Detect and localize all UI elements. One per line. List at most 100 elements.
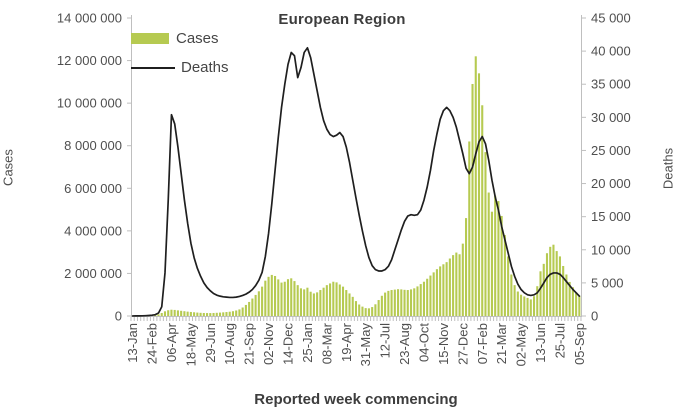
case-bar [335,282,338,316]
case-bar [439,266,442,316]
deaths-line [131,46,581,317]
case-bar [413,288,416,316]
case-bar [364,308,367,316]
case-bar [254,294,257,316]
case-bar [225,312,228,316]
case-bar [238,309,241,316]
case-bar [358,304,361,316]
case-bar [251,298,254,316]
case-bar [536,286,539,316]
case-bar [487,192,490,316]
legend-label-deaths: Deaths [181,59,229,76]
case-bar [163,311,167,316]
case-bar [303,289,306,316]
case-bar [384,292,387,316]
case-bar [552,244,555,316]
x-tick-label: 02-Nov [261,323,276,365]
legend: Cases Deaths [131,24,229,82]
case-bar [387,290,390,316]
case-bar [157,314,160,316]
case-bar [529,299,532,316]
case-bar [477,73,481,316]
x-tick-label: 24-Feb [145,323,160,364]
case-bar [338,284,341,316]
case-bar [526,297,529,316]
case-bar [400,289,403,316]
x-tick-label: 15-Nov [436,323,451,365]
y-right-tick-label: 45 000 [591,11,631,26]
case-bar [306,287,309,316]
case-bar [474,56,477,317]
x-axis-labels: 13-Jan 24-Feb 06-Apr 18-May 29-Jun 10-Aug 21-S… [125,322,587,366]
case-bar [403,289,406,316]
x-tick-label: 02-May [514,323,529,367]
case-bar [448,258,451,316]
case-bar [409,289,413,316]
case-bar [167,310,170,316]
case-bar [183,311,186,316]
case-bar [558,256,561,316]
y-left-tick-label: 8 000 000 [64,138,122,153]
deaths-line-swatch-icon [131,66,175,69]
case-bar [202,312,205,316]
case-bar [562,265,565,316]
case-bar [244,304,247,316]
case-bar [215,312,218,316]
x-tick-label: 08-Mar [319,322,334,364]
case-bar [513,285,516,316]
y-right-tick-label: 20 000 [591,176,631,191]
x-tick-label: 04-Oct [416,323,431,362]
case-bar [575,292,578,316]
case-bar [571,287,574,316]
x-tick-label: 18-May [183,323,198,367]
y-right-tick-label: 15 000 [591,209,631,224]
x-tick-label: 21-Sep [242,323,257,365]
y-right-tick-label: 30 000 [591,110,631,125]
case-bar [416,286,419,316]
case-bar [261,286,264,316]
case-bar [435,269,438,316]
cases-swatch-icon [131,33,169,44]
case-bar [231,311,234,316]
case-bar [500,215,503,316]
case-bar [374,304,377,316]
x-tick-label: 19-Apr [339,322,354,362]
case-bar [371,307,374,316]
x-axis-title: Reported week commencing [254,391,458,408]
case-bar [516,291,519,316]
case-bar [393,289,396,316]
y-left-tick-label: 4 000 000 [64,223,122,238]
case-bar [503,235,506,316]
y-axis-title-cases: Cases [0,149,16,186]
case-bar [286,279,290,316]
case-bar [481,105,484,317]
case-bar [160,313,163,316]
case-bar [452,255,455,316]
case-bar [539,271,542,316]
case-bar [432,272,435,316]
case-bar [309,291,312,316]
case-bar [397,289,400,316]
case-bar [510,274,513,316]
case-bar [345,290,348,316]
y-axis-right: 0 5 000 10 000 15 000 20 000 25 000 30 000 35 0… [582,11,631,324]
legend-item-cases: Cases [131,24,229,53]
case-bar [542,263,545,316]
case-bar [532,296,536,316]
axes [131,15,582,317]
case-bar [390,290,393,316]
case-bar [484,152,487,316]
x-tick-label: 05-Sep [572,323,587,365]
y-axis-left: 0 2 000 000 4 000 000 6 000 000 8 000 000 10 … [57,11,131,324]
case-bar [465,218,468,316]
case-bar [419,284,422,316]
case-bar [471,83,474,317]
case-bar [325,285,328,316]
case-bar [442,264,445,316]
x-tick-label: 13-Jun [533,323,548,363]
case-bar [354,301,358,316]
case-bar [367,308,370,316]
legend-item-deaths: Deaths [131,53,229,82]
case-bar [180,310,183,316]
